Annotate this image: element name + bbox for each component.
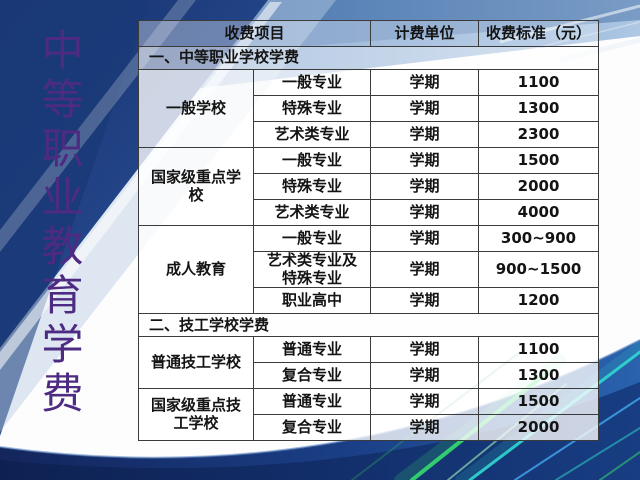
- table-row: 特殊专业 学期 2000: [139, 173, 600, 200]
- major-cell: 艺术类专业及特殊专业: [252, 250, 372, 289]
- major-cell: 特殊专业: [252, 173, 372, 200]
- major-cell: 普通专业: [252, 336, 372, 364]
- fee-cell: 1300: [478, 362, 600, 390]
- fee-cell: 300~900: [478, 225, 600, 252]
- header-billing-unit: 计费单位: [370, 20, 480, 47]
- unit-cell: 学期: [370, 147, 480, 174]
- major-cell: 复合专业: [252, 414, 372, 442]
- section-label: 二、技工学校学费: [137, 313, 600, 338]
- unit-cell: 学期: [370, 199, 480, 226]
- major-cell: 艺术类专业: [252, 121, 372, 148]
- fee-cell: 1500: [478, 388, 600, 416]
- unit-cell: 学期: [370, 250, 480, 289]
- fee-cell: 2000: [478, 173, 600, 200]
- table-row: 成人教育 一般专业 学期 300~900: [138, 224, 600, 315]
- fee-cell: 1200: [478, 287, 600, 315]
- unit-cell: 学期: [370, 362, 480, 390]
- major-cell: 普通专业: [252, 388, 372, 416]
- fee-cell: 900~1500: [478, 250, 600, 289]
- major-cell: 一般专业: [252, 225, 372, 252]
- school-type-cell: 国家级重点学校: [138, 147, 254, 226]
- major-cell: 特殊专业: [252, 95, 372, 122]
- major-cell: 艺术类专业: [252, 199, 372, 226]
- fee-table: 收费项目 计费单位 收费标准（元） 一、中等职业学校学费 一般学校 一般专业 学…: [137, 20, 600, 442]
- school-type-cell: 普通技工学校: [138, 336, 254, 390]
- fee-cell: 2000: [478, 414, 600, 442]
- slide-vertical-title: 中等职业教育学费: [35, 28, 84, 420]
- fee-cell: 2300: [478, 121, 600, 148]
- section-row: 二、技工学校学费: [137, 313, 600, 338]
- fee-cell: 1300: [478, 95, 600, 122]
- major-cell: 一般专业: [252, 147, 372, 174]
- table-row: 艺术类专业及特殊专业 学期 900~1500: [139, 250, 600, 289]
- table-row: 国家级重点学校 一般专业 学期 1500: [138, 147, 600, 226]
- table-row: 国家级重点技工学校 普通专业 学期 1500: [138, 388, 600, 442]
- fee-cell: 1100: [478, 336, 600, 364]
- table-row: 艺术类专业 学期 4000: [139, 199, 600, 226]
- table-row: 普通技工学校 普通专业 学期 1100: [138, 336, 600, 390]
- unit-cell: 学期: [370, 388, 480, 416]
- unit-cell: 学期: [370, 173, 480, 200]
- school-type-cell: 一般学校: [138, 69, 254, 148]
- unit-cell: 学期: [370, 69, 480, 96]
- school-type-cell: 成人教育: [138, 224, 254, 315]
- table-row: 复合专业 学期 1300: [139, 362, 600, 390]
- table-row: 艺术类专业 学期 2300: [139, 121, 600, 148]
- major-cell: 职业高中: [252, 287, 372, 315]
- unit-cell: 学期: [370, 414, 480, 442]
- header-fee-item: 收费项目: [137, 20, 372, 47]
- table-header-row: 收费项目 计费单位 收费标准（元）: [137, 20, 600, 47]
- table-row: 一般学校 一般专业 学期 1100: [138, 69, 600, 148]
- table-row: 复合专业 学期 2000: [139, 414, 600, 442]
- unit-cell: 学期: [370, 95, 480, 122]
- major-cell: 复合专业: [252, 362, 372, 390]
- fee-cell: 1100: [478, 69, 600, 96]
- fee-cell: 4000: [478, 199, 600, 226]
- section-label: 一、中等职业学校学费: [137, 46, 600, 70]
- unit-cell: 学期: [370, 287, 480, 315]
- unit-cell: 学期: [370, 336, 480, 364]
- major-cell: 一般专业: [252, 69, 372, 96]
- unit-cell: 学期: [370, 121, 480, 148]
- school-type-cell: 国家级重点技工学校: [138, 388, 254, 442]
- unit-cell: 学期: [370, 225, 480, 252]
- table-row: 职业高中 学期 1200: [139, 287, 600, 315]
- section-row: 一、中等职业学校学费: [137, 46, 600, 70]
- header-fee-standard: 收费标准（元）: [478, 20, 600, 47]
- fee-cell: 1500: [478, 147, 600, 174]
